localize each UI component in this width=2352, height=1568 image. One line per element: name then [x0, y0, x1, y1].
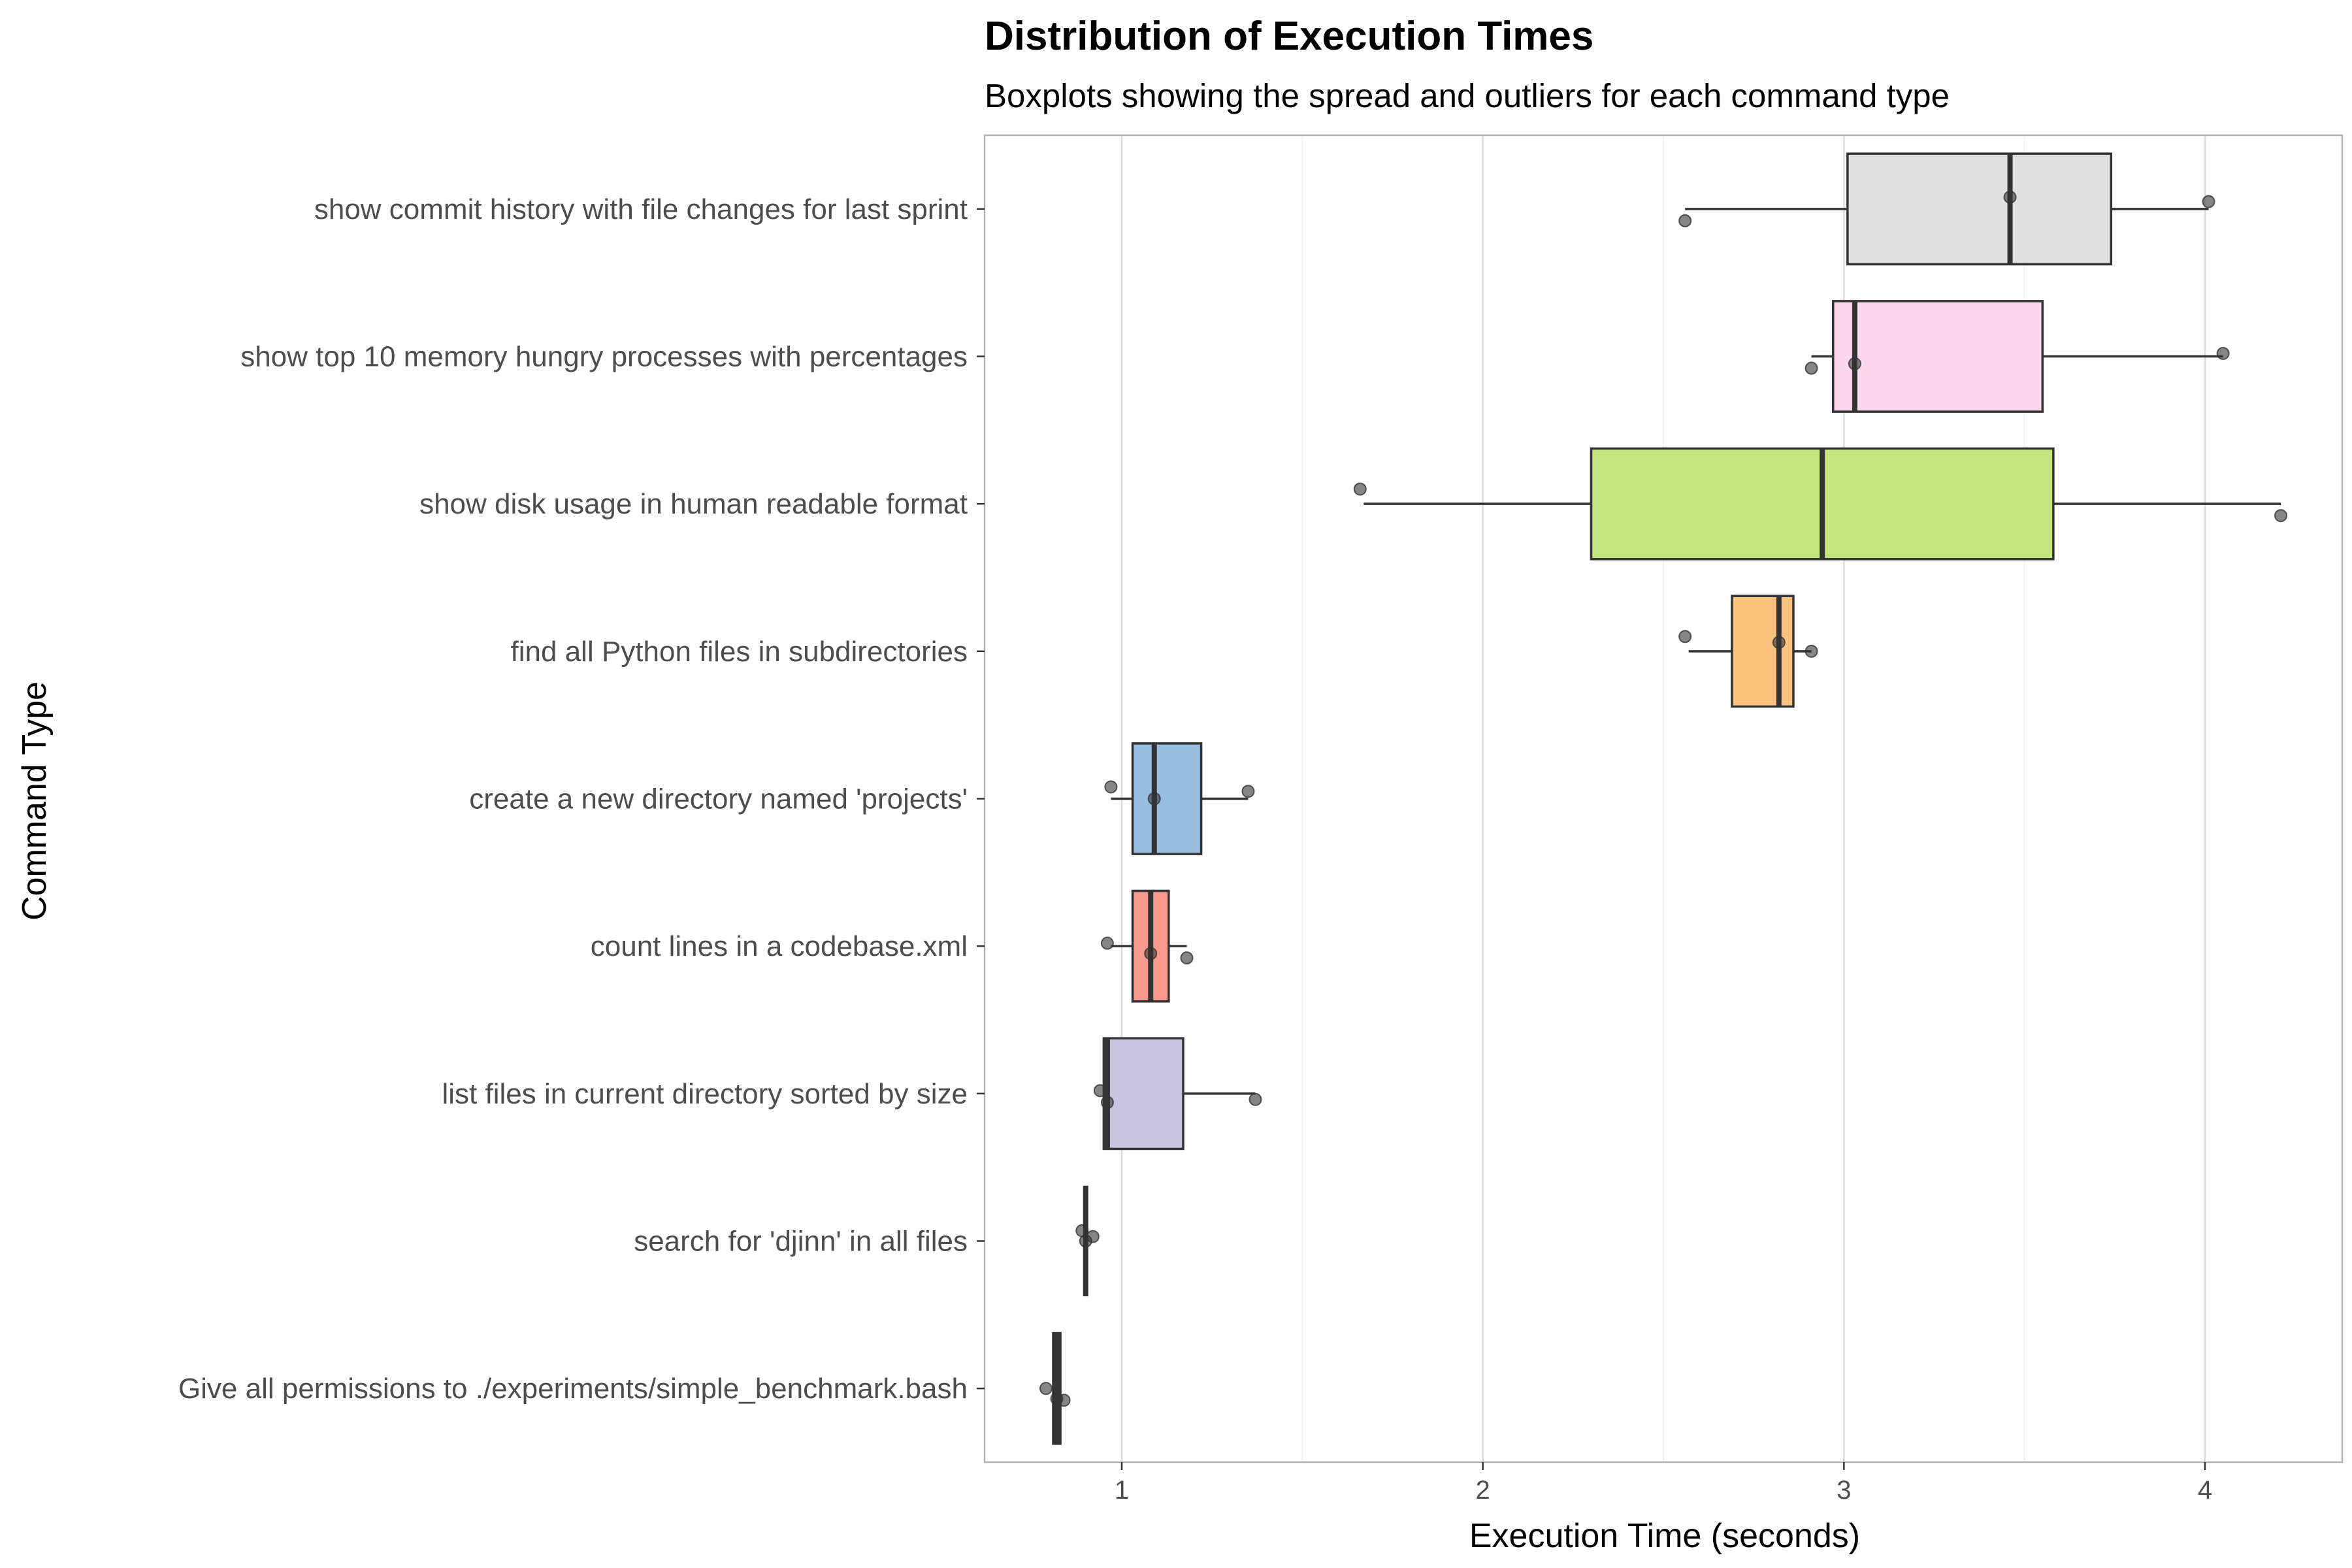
data-point [1772, 636, 1786, 649]
y-axis-title: Command Type [16, 681, 54, 921]
box-iqr [1102, 1037, 1184, 1151]
data-point [1057, 1394, 1071, 1407]
data-point [1086, 1230, 1100, 1243]
data-point [1147, 792, 1161, 806]
data-point [1100, 1096, 1114, 1109]
data-point [1848, 357, 1861, 370]
x-tick-label: 4 [2198, 1476, 2212, 1505]
data-point [1678, 214, 1692, 227]
boxplot-6 [1100, 889, 1194, 1003]
boxplot-series [1039, 152, 2288, 1445]
data-point [1144, 947, 1158, 960]
boxplot-7 [1093, 1037, 1262, 1151]
chart-subtitle: Boxplots showing the spread and outliers… [985, 77, 1950, 114]
data-point [2003, 190, 2017, 204]
data-point [1805, 361, 1818, 375]
boxplot-3 [1353, 447, 2288, 561]
data-point [1353, 482, 1367, 496]
data-point [1104, 780, 1118, 794]
data-point [2216, 346, 2230, 360]
box-iqr [1131, 742, 1203, 855]
category-labels: show commit history with file changes fo… [178, 193, 985, 1405]
boxplot-1 [1678, 152, 2215, 266]
boxplot-2 [1805, 300, 2230, 413]
box-iqr [1731, 595, 1795, 708]
data-point [1039, 1382, 1053, 1396]
category-label: show disk usage in human readable format [419, 488, 968, 520]
boxplot-8 [1075, 1185, 1100, 1297]
category-label: Give all permissions to ./experiments/si… [178, 1373, 968, 1405]
box-iqr [1846, 152, 2113, 266]
category-label: show commit history with file changes fo… [314, 193, 968, 225]
category-label: search for 'djinn' in all files [634, 1226, 968, 1258]
data-point [1805, 644, 1818, 658]
boxplot-5 [1104, 742, 1255, 855]
x-tick-label: 3 [1837, 1476, 1851, 1505]
category-label: list files in current directory sorted b… [442, 1078, 968, 1110]
x-tick-label: 2 [1476, 1476, 1490, 1505]
x-tick-label: 1 [1115, 1476, 1129, 1505]
category-label: find all Python files in subdirectories [511, 636, 968, 668]
x-axis-title: Execution Time (seconds) [1469, 1517, 1860, 1555]
data-point [1241, 785, 1255, 798]
data-point [1678, 630, 1692, 644]
box-iqr [1832, 300, 2044, 413]
chart-title: Distribution of Execution Times [985, 14, 1593, 59]
x-axis-ticks: 1 2 3 4 [1115, 1462, 2212, 1505]
boxplot-9 [1039, 1331, 1071, 1445]
category-label: create a new directory named 'projects' [469, 783, 968, 815]
data-point [1180, 951, 1194, 965]
data-point [2202, 195, 2215, 208]
boxplot-4 [1678, 595, 1818, 708]
category-label: show top 10 memory hungry processes with… [240, 341, 968, 373]
data-point [1100, 936, 1114, 950]
data-point [1249, 1092, 1262, 1106]
data-point [2274, 509, 2288, 523]
data-point [1093, 1084, 1107, 1098]
category-label: count lines in a codebase.xml [591, 930, 968, 962]
